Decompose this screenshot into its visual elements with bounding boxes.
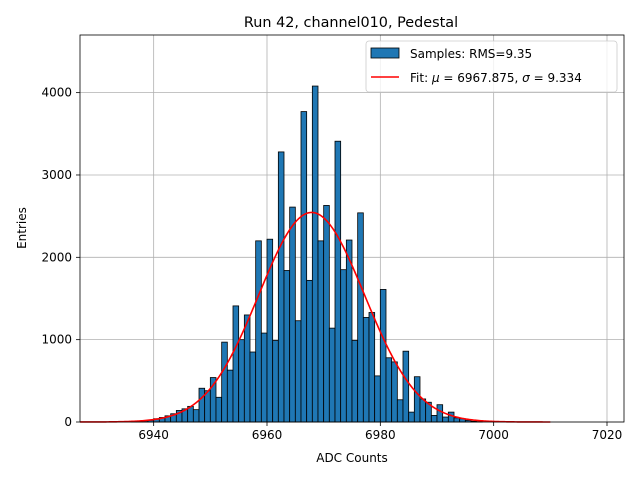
histogram-bar [317,240,325,423]
plot-frame [79,34,625,423]
legend-box [365,40,618,93]
histogram-bar [328,327,336,423]
histogram-bar [260,332,268,423]
histogram-bar [272,340,279,423]
histogram-bar [249,351,257,423]
mu-symbol: μ [431,71,440,85]
histogram-bar [311,85,319,423]
fit-sigma-value: 9.334 [547,71,581,85]
histogram-bar [345,239,353,423]
histogram-bar [238,339,245,423]
histogram-bars [130,85,483,423]
histogram-bar [306,279,313,423]
y-axis-label: Entries [15,207,29,249]
y-tick-label: 4000 [41,86,72,100]
fit-curve [79,211,551,423]
x-tick-label: 6980 [365,428,396,442]
mu-equals: = [440,71,458,85]
histogram-bar [215,396,223,423]
histogram-bar [192,409,200,423]
histogram-bar [391,361,398,423]
x-tick-label: 7020 [592,428,623,442]
legend-separator: , [515,71,523,85]
histogram-bar [198,387,206,423]
histogram-bar [232,305,240,423]
histogram-bar [300,111,308,423]
legend: Samples: RMS=9.35 Fit: μ = 6967.875, σ =… [365,40,618,93]
histogram-bar [243,314,251,423]
histogram-bar [396,399,404,423]
fit-label-prefix: Fit: [410,71,432,85]
histogram-bar [334,140,342,423]
histogram-bar [362,317,370,423]
x-axis-ticks: 6940 6960 6980 7000 7020 [138,422,622,442]
plot-area [79,34,625,423]
x-tick-label: 7000 [478,428,509,442]
histogram-bar [402,350,410,423]
y-tick-label: 1000 [41,333,72,347]
histogram-bar [266,238,274,423]
legend-bar-swatch [370,47,400,59]
histogram-bar [442,416,449,423]
histogram-bar [379,289,387,423]
histogram-bar [351,340,359,423]
histogram-bar [374,375,381,423]
sigma-symbol: σ [522,71,530,85]
histogram-bar [283,270,291,423]
fit-mu-value: 6967.875 [457,71,514,85]
histogram-bar [277,151,285,423]
histogram-bar [408,411,415,423]
histogram-bar [357,212,364,423]
histogram-bar [204,390,211,423]
histogram-bar [221,341,228,423]
x-axis-label: ADC Counts [316,451,388,465]
histogram-bar [419,398,427,423]
histogram-bar [340,269,347,423]
histogram-bar [413,376,421,423]
y-tick-label: 0 [64,415,72,429]
histogram-bar [289,206,296,423]
legend-label-fit: Fit: μ = 6967.875, σ = 9.334 [410,71,582,85]
histogram-bar [385,357,393,423]
histogram-bar [323,205,330,423]
y-tick-label: 2000 [41,250,72,264]
legend-label-samples: Samples: RMS=9.35 [410,47,532,61]
y-axis-ticks: 0 1000 2000 3000 4000 [41,86,80,429]
histogram-bar [430,415,438,423]
sigma-equals: = [530,71,548,85]
y-tick-label: 3000 [41,168,72,182]
x-tick-label: 6960 [252,428,283,442]
histogram-bar [368,312,376,423]
histogram-bar [255,240,262,423]
chart-title: Run 42, channel010, Pedestal [244,15,458,31]
histogram-bar [447,411,455,423]
histogram-bar [226,369,234,423]
histogram-bar [453,417,461,423]
histogram-bar [294,320,302,423]
histogram-bar [436,404,444,423]
x-tick-label: 6940 [138,428,169,442]
